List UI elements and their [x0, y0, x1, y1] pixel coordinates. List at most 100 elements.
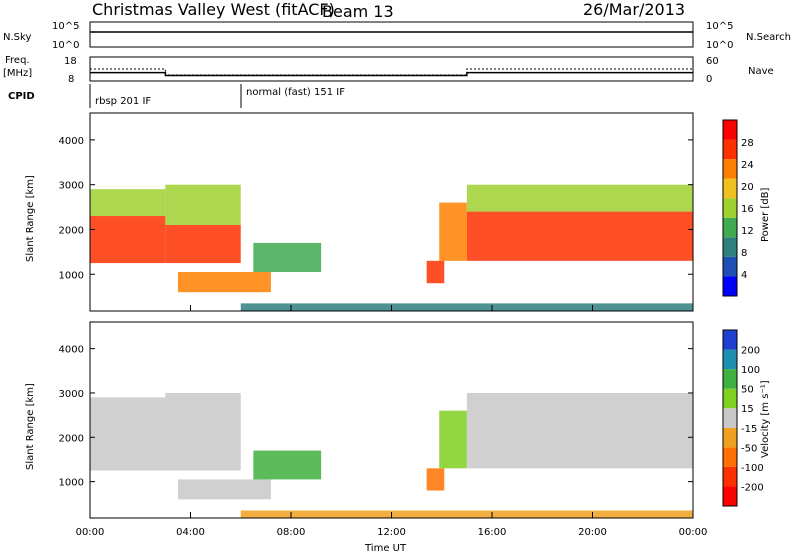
- power-region-4: [177, 272, 271, 293]
- velocity-region-7: [240, 510, 693, 518]
- power-ytick-label-1: 2000: [59, 225, 84, 236]
- cpid-segment-1: rbsp 201 IF: [95, 96, 151, 107]
- freq-label-line2: [MHz]: [3, 68, 32, 79]
- freq-tick-top: 18: [64, 56, 77, 67]
- power-colorbar-tick-2: 20: [741, 182, 754, 193]
- time-axis-label: Time UT: [364, 543, 407, 554]
- xtick-label-5: 20:00: [578, 527, 607, 538]
- nsky-right-tick-bottom: 10^0: [706, 40, 733, 51]
- nave-tick-bottom: 0: [706, 74, 712, 85]
- power-region-7: [439, 202, 467, 261]
- power-region-5: [253, 242, 322, 273]
- power-colorbar-swatch-4: [723, 198, 737, 218]
- power-region-0: [90, 216, 166, 264]
- velocity-ytick-label-3: 4000: [59, 345, 84, 356]
- power-ytick-label-0: 1000: [59, 270, 84, 281]
- velocity-colorbar-swatch-6: [723, 369, 737, 389]
- velocity-region-2: [177, 479, 271, 500]
- velocity-colorbar-swatch-3: [723, 427, 737, 448]
- power-colorbar-tick-0: 28: [741, 138, 754, 149]
- xtick-label-2: 08:00: [277, 527, 306, 538]
- xtick-label-3: 12:00: [377, 527, 406, 538]
- velocity-colorbar-swatch-2: [723, 447, 737, 467]
- power-colorbar-swatch-2: [723, 237, 737, 257]
- power-region-6: [426, 260, 445, 284]
- velocity-colorbar-swatch-7: [723, 349, 737, 370]
- velocity-ytick-label-1: 2000: [59, 433, 84, 444]
- power-colorbar-swatch-5: [723, 178, 737, 199]
- nsearch-label: N.Search: [746, 32, 791, 43]
- nsky-label: N.Sky: [3, 32, 31, 43]
- power-ylabel: Slant Range [km]: [25, 175, 36, 262]
- nsky-tick-top: 10^5: [52, 21, 79, 32]
- velocity-colorbar-tick-7: -200: [741, 482, 764, 493]
- velocity-colorbar-swatch-8: [723, 330, 737, 350]
- power-colorbar-swatch-8: [723, 120, 737, 140]
- power-region-8: [466, 211, 693, 261]
- power-ytick-label-3: 4000: [59, 136, 84, 147]
- velocity-ytick-label-2: 3000: [59, 389, 84, 400]
- velocity-colorbar-tick-1: 100: [741, 365, 760, 376]
- xtick-label-1: 04:00: [176, 527, 205, 538]
- nsky-tick-bottom: 10^0: [52, 40, 79, 51]
- velocity-region-1: [165, 392, 241, 471]
- velocity-region-4: [426, 468, 445, 491]
- velocity-colorbar: 200 100 50 15 -15 -50 -100 -200: [722, 329, 764, 507]
- velocity-region-6: [466, 392, 693, 469]
- velocity-colorbar-swatch-0: [723, 486, 737, 506]
- velocity-colorbar-tick-3: 15: [741, 404, 754, 415]
- power-ytick-label-2: 3000: [59, 181, 84, 192]
- velocity-region-5: [439, 410, 467, 469]
- nsky-panel: N.Sky 10^5 10^0 10^5 10^0 N.Search: [3, 21, 791, 51]
- power-region-1: [90, 189, 166, 217]
- xtick-label-0: 00:00: [76, 527, 105, 538]
- velocity-colorbar-tick-5: -50: [741, 443, 757, 454]
- beam-label: Beam 13: [322, 2, 394, 21]
- power-region-2: [165, 224, 241, 264]
- freq-label-line1: Freq.: [5, 55, 30, 66]
- velocity-colorbar-label: Velocity [m s⁻¹]: [760, 380, 771, 458]
- power-colorbar-frame: [722, 119, 738, 297]
- cpid-segment-2: normal (fast) 151 IF: [246, 87, 345, 98]
- nsky-right-tick-top: 10^5: [706, 21, 733, 32]
- nave-series-line: [90, 68, 693, 76]
- velocity-colorbar-swatch-1: [723, 466, 737, 487]
- power-colorbar-swatch-1: [723, 256, 737, 277]
- velocity-colorbar-tick-2: 50: [741, 385, 754, 396]
- power-colorbar-label: Power [dB]: [760, 187, 771, 242]
- power-colorbar-tick-5: 8: [741, 248, 747, 259]
- power-colorbar-tick-4: 12: [741, 226, 754, 237]
- velocity-colorbar-frame: [722, 329, 738, 507]
- power-region-3: [165, 184, 241, 225]
- velocity-colorbar-tick-6: -100: [741, 463, 764, 474]
- power-panel: Slant Range [km] 1000 2000 3000 4000 28 24 20…: [25, 112, 771, 312]
- velocity-region-0: [90, 397, 166, 471]
- power-region-9: [466, 184, 693, 212]
- power-region-10: [240, 303, 693, 311]
- power-colorbar-tick-3: 16: [741, 204, 754, 215]
- power-colorbar-swatch-7: [723, 139, 737, 160]
- xtick-label-4: 16:00: [478, 527, 507, 538]
- power-colorbar-tick-1: 24: [741, 160, 754, 171]
- power-colorbar-swatch-3: [723, 217, 737, 238]
- velocity-ytick-label-0: 1000: [59, 478, 84, 489]
- nave-tick-top: 60: [706, 56, 719, 67]
- power-colorbar-tick-6: 4: [741, 270, 747, 281]
- velocity-colorbar-tick-0: 200: [741, 346, 760, 357]
- date-label: 26/Mar/2013: [583, 0, 685, 19]
- nave-label: Nave: [748, 66, 774, 77]
- velocity-region-3: [253, 450, 322, 480]
- velocity-ylabel: Slant Range [km]: [25, 383, 36, 470]
- freq-tick-bottom: 8: [68, 74, 74, 85]
- power-colorbar-swatch-0: [723, 276, 737, 296]
- freq-panel: Freq. [MHz] 18 8 60 0 Nave: [3, 55, 774, 85]
- cpid-label: CPID: [8, 91, 35, 102]
- power-colorbar-swatch-6: [723, 159, 737, 179]
- velocity-colorbar-swatch-4: [723, 408, 737, 428]
- station-title: Christmas Valley West (fitACF): [92, 0, 335, 19]
- velocity-panel: Slant Range [km] 1000 2000 3000 4000 200 100…: [25, 305, 771, 538]
- power-colorbar: 28 24 20 16 12 8 4: [722, 119, 754, 297]
- velocity-colorbar-tick-4: -15: [741, 424, 757, 435]
- velocity-colorbar-swatch-5: [723, 388, 737, 409]
